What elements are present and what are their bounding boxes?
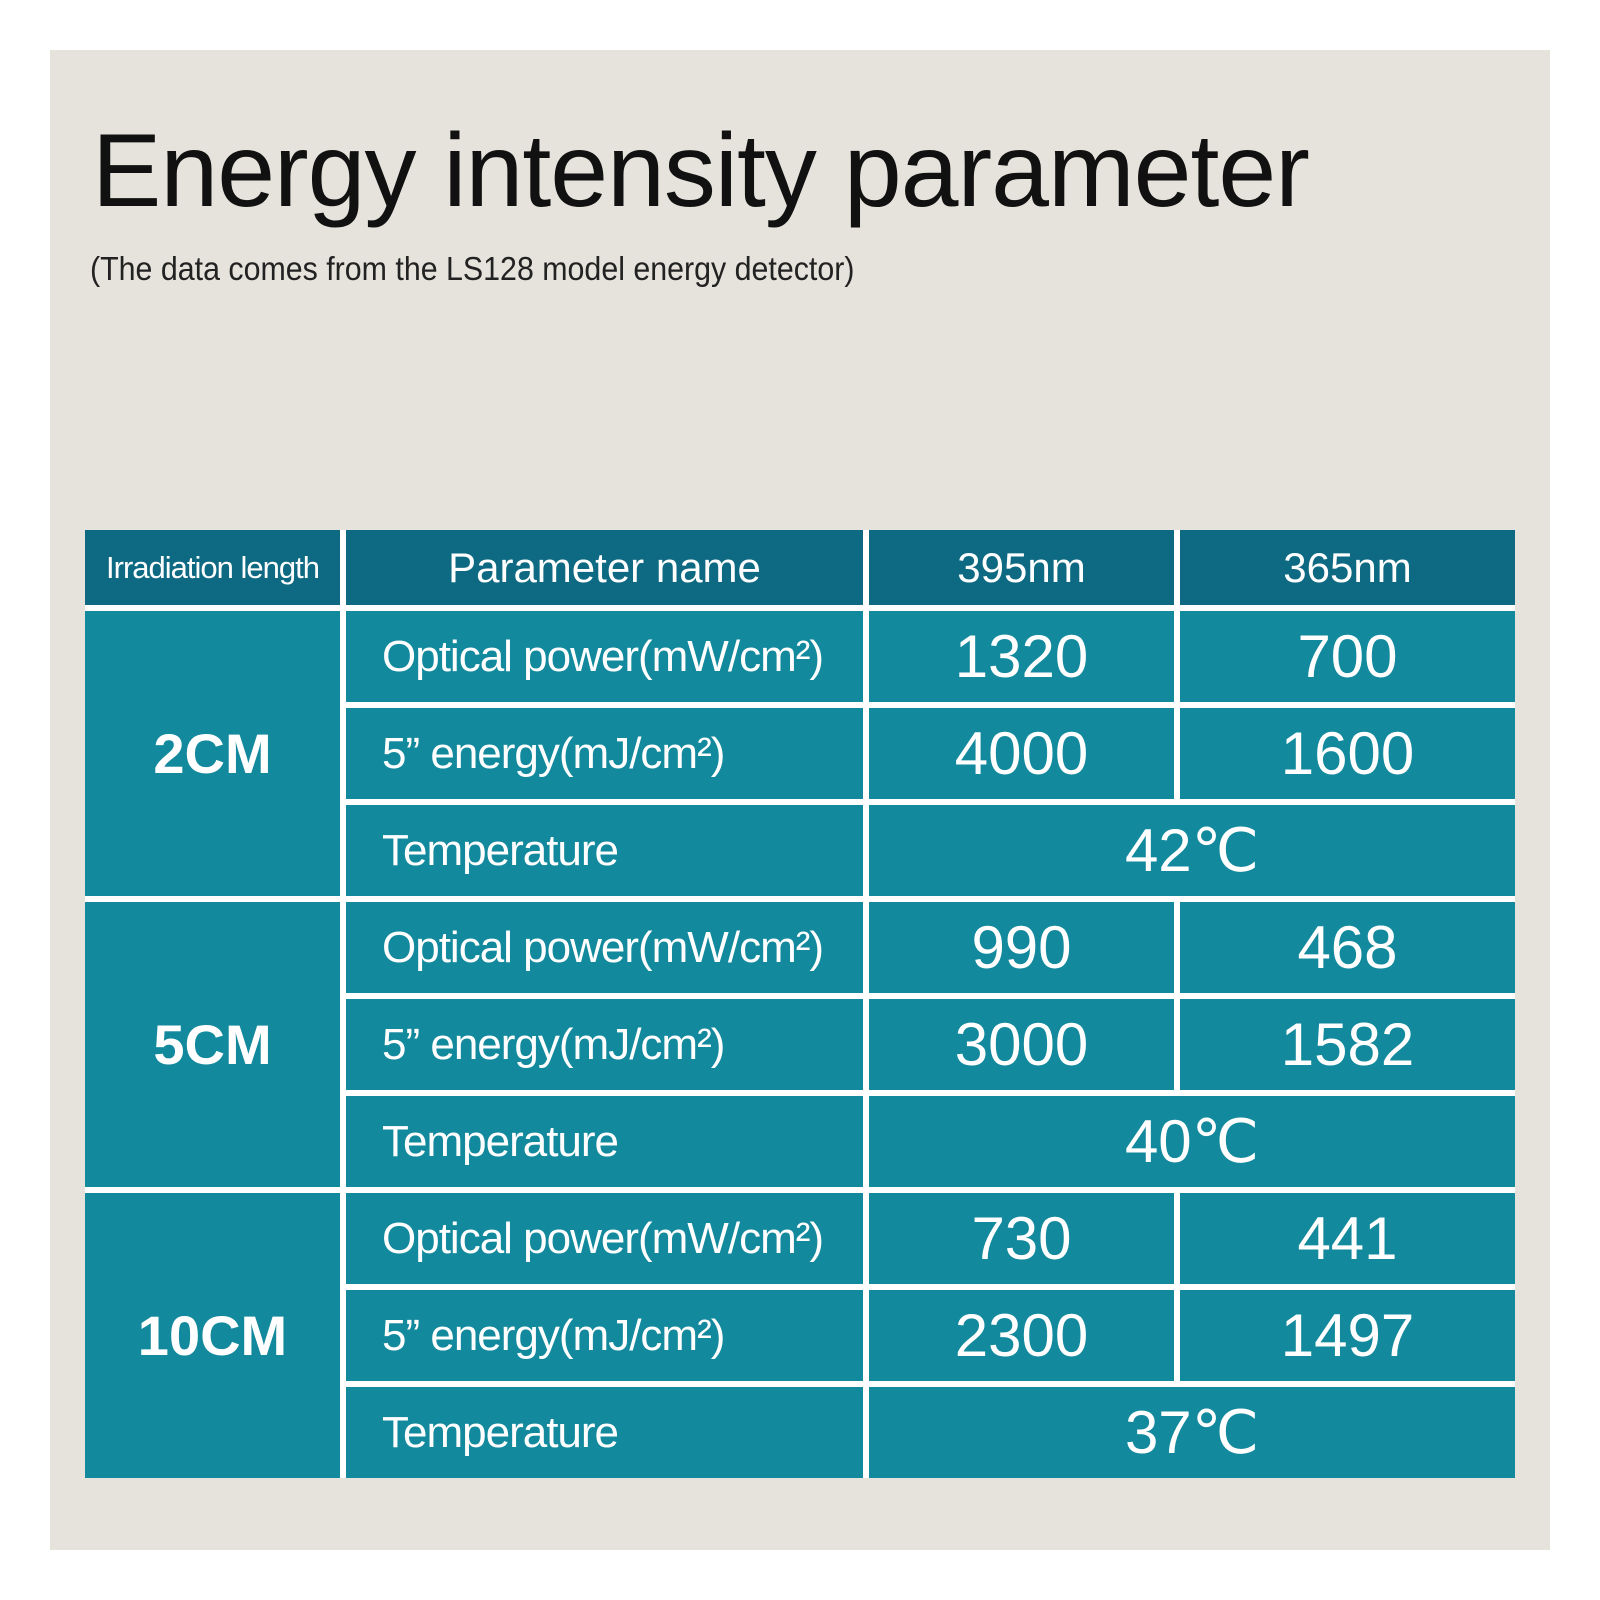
value-cell: 4000 <box>869 708 1174 799</box>
panel: Energy intensity parameter (The data com… <box>50 50 1550 1550</box>
value-cell: 990 <box>869 902 1174 993</box>
column-header: Irradiation length <box>85 530 340 605</box>
value-cell: 1582 <box>1180 999 1515 1090</box>
subtitle: (The data comes from the LS128 model ene… <box>90 250 855 287</box>
parameter-name: 5” energy(mJ/cm²) <box>346 708 863 799</box>
value-cell: 468 <box>1180 902 1515 993</box>
column-header: 395nm <box>869 530 1174 605</box>
temperature-value: 40℃ <box>869 1096 1515 1187</box>
irradiation-length: 10CM <box>85 1193 340 1478</box>
value-cell: 1600 <box>1180 708 1515 799</box>
parameter-name: Optical power(mW/cm²) <box>346 1193 863 1284</box>
parameter-name: Temperature <box>346 1096 863 1187</box>
value-cell: 2300 <box>869 1290 1174 1381</box>
value-cell: 1497 <box>1180 1290 1515 1381</box>
value-cell: 730 <box>869 1193 1174 1284</box>
irradiation-length: 2CM <box>85 611 340 896</box>
parameter-name: Temperature <box>346 1387 863 1478</box>
value-cell: 1320 <box>869 611 1174 702</box>
temperature-value: 37℃ <box>869 1387 1515 1478</box>
column-header: 365nm <box>1180 530 1515 605</box>
parameter-name: Optical power(mW/cm²) <box>346 902 863 993</box>
parameter-table: Irradiation length Parameter name 395nm 365… <box>85 530 1515 1478</box>
title: Energy intensity parameter <box>92 113 1310 229</box>
irradiation-length: 5CM <box>85 902 340 1187</box>
value-cell: 3000 <box>869 999 1174 1090</box>
column-header: Parameter name <box>346 530 863 605</box>
value-cell: 700 <box>1180 611 1515 702</box>
parameter-name: 5” energy(mJ/cm²) <box>346 999 863 1090</box>
parameter-name: Temperature <box>346 805 863 896</box>
temperature-value: 42℃ <box>869 805 1515 896</box>
parameter-name: 5” energy(mJ/cm²) <box>346 1290 863 1381</box>
value-cell: 441 <box>1180 1193 1515 1284</box>
parameter-name: Optical power(mW/cm²) <box>346 611 863 702</box>
